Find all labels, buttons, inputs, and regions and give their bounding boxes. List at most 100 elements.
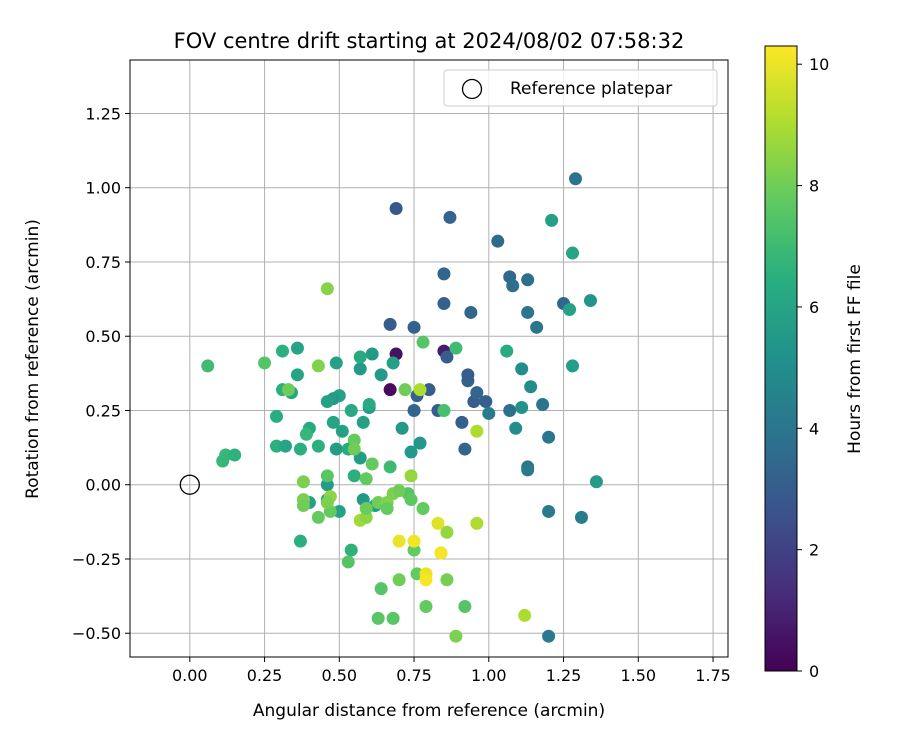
scatter-point xyxy=(389,202,403,216)
scatter-point xyxy=(392,534,406,548)
scatter-point xyxy=(320,469,334,483)
scatter-point xyxy=(258,356,272,370)
scatter-point xyxy=(329,356,343,370)
scatter-point xyxy=(518,608,532,622)
scatter-point xyxy=(404,469,418,483)
colorbar-tick-label: 6 xyxy=(809,298,819,317)
colorbar-tick-label: 0 xyxy=(809,662,819,681)
scatter-point xyxy=(449,341,463,355)
scatter-point xyxy=(347,469,361,483)
scatter-point xyxy=(413,436,427,450)
scatter-point xyxy=(521,273,535,287)
scatter-point xyxy=(383,460,397,474)
scatter-point xyxy=(455,415,469,429)
y-axis-ticks: −0.50 −0.25 0.00 0.25 0.50 0.75 1.00 1.25 xyxy=(72,104,130,643)
scatter-point xyxy=(341,555,355,569)
scatter-point xyxy=(290,368,304,382)
scatter-point xyxy=(470,386,484,400)
scatter-point xyxy=(374,368,388,382)
scatter-point xyxy=(542,504,556,518)
scatter-point xyxy=(530,320,544,334)
scatter-point xyxy=(359,472,373,486)
scatter-point xyxy=(583,294,597,308)
x-tick-label: 1.25 xyxy=(546,666,582,685)
scatter-point xyxy=(290,341,304,355)
scatter-point xyxy=(509,421,523,435)
scatter-point xyxy=(347,442,361,456)
scatter-point xyxy=(359,510,373,524)
y-tick-label: 1.25 xyxy=(85,104,121,123)
scatter-point xyxy=(326,415,340,429)
scatter-point xyxy=(482,406,496,420)
scatter-point xyxy=(311,359,325,373)
scatter-point xyxy=(566,246,580,260)
scatter-point xyxy=(320,478,334,492)
scatter-point xyxy=(416,501,430,515)
scatter-point xyxy=(281,383,295,397)
scatter-point xyxy=(392,484,406,498)
scatter-point xyxy=(419,600,433,614)
scatter-point xyxy=(545,213,559,227)
y-tick-label: 1.00 xyxy=(85,179,121,198)
scatter-point xyxy=(383,317,397,331)
scatter-point xyxy=(395,421,409,435)
x-axis-label: Angular distance from reference (arcmin) xyxy=(253,701,605,721)
y-tick-label: 0.00 xyxy=(85,476,121,495)
scatter-point xyxy=(422,383,436,397)
scatter-point xyxy=(347,433,361,447)
grid-lines xyxy=(130,60,728,657)
scatter-point xyxy=(515,362,529,376)
scatter-point xyxy=(569,172,583,186)
scatter-point xyxy=(359,501,373,515)
scatter-point xyxy=(440,573,454,587)
scatter-point xyxy=(353,350,367,364)
chart-title: FOV centre drift starting at 2024/08/02 … xyxy=(174,29,685,53)
scatter-point xyxy=(278,439,292,453)
scatter-point xyxy=(407,543,421,557)
scatter-point xyxy=(413,383,427,397)
y-axis-label: Rotation from reference (arcmin) xyxy=(23,219,43,499)
scatter-point xyxy=(503,403,517,417)
scatter-point xyxy=(344,403,358,417)
scatter-point xyxy=(443,210,457,224)
scatter-point xyxy=(296,475,310,489)
scatter-point xyxy=(344,543,358,557)
scatter-point xyxy=(407,403,421,417)
reference-marker xyxy=(179,474,200,495)
scatter-point xyxy=(201,359,215,373)
colorbar: 0 2 4 6 8 10 Hours from first FF file xyxy=(764,45,865,681)
plot-frame xyxy=(129,59,729,658)
scatter-point xyxy=(464,305,478,319)
legend-reference-label: Reference platepar xyxy=(510,79,672,99)
x-axis-ticks: 0.00 0.25 0.50 0.75 1.00 1.25 1.50 1.75 xyxy=(172,657,731,685)
scatter-point xyxy=(458,442,472,456)
x-tick-label: 0.00 xyxy=(172,666,208,685)
scatter-point xyxy=(521,463,535,477)
scatter-point xyxy=(275,344,289,358)
scatter-point xyxy=(320,496,334,510)
scatter-point xyxy=(311,439,325,453)
x-tick-label: 0.25 xyxy=(247,666,283,685)
scatter-point xyxy=(437,297,451,311)
scatter-point xyxy=(404,493,418,507)
colorbar-tick-label: 4 xyxy=(809,419,819,438)
scatter-point xyxy=(542,430,556,444)
x-tick-label: 0.50 xyxy=(321,666,357,685)
scatter-point xyxy=(589,475,603,489)
scatter-point xyxy=(515,401,529,415)
scatter-point xyxy=(407,534,421,548)
colorbar-label: Hours from first FF file xyxy=(845,264,865,454)
legend: Reference platepar xyxy=(443,69,718,107)
y-tick-label: 0.75 xyxy=(85,253,121,272)
scatter-point xyxy=(219,448,233,462)
scatter-point xyxy=(293,534,307,548)
scatter-point xyxy=(566,359,580,373)
scatter-point xyxy=(329,442,343,456)
scatter-point xyxy=(332,504,346,518)
legend-box xyxy=(443,69,718,107)
scatter-point xyxy=(270,439,284,453)
colorbar-gradient xyxy=(764,45,798,672)
scatter-point xyxy=(228,448,242,462)
y-tick-label: 0.50 xyxy=(85,327,121,346)
colorbar-ticks: 0 2 4 6 8 10 xyxy=(797,55,829,681)
